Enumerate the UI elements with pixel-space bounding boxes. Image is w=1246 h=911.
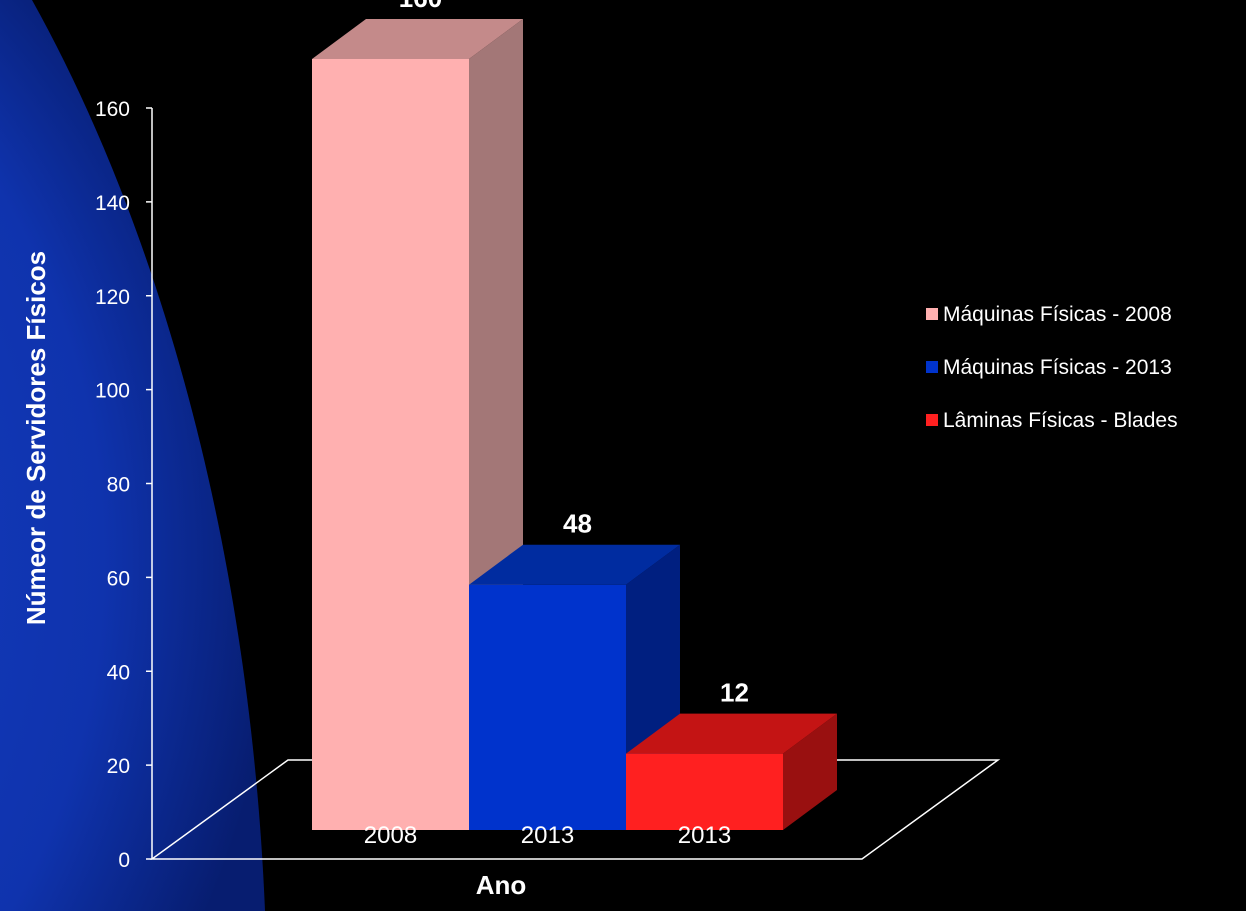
data-label: 12 <box>720 678 749 708</box>
legend-label: Máquinas Físicas - 2013 <box>943 356 1172 379</box>
y-tick-label: 100 <box>95 380 130 403</box>
x-axis-title: Ano <box>476 870 527 900</box>
data-label: 160 <box>399 0 442 13</box>
y-tick-label: 120 <box>95 286 130 309</box>
x-tick-label: 2013 <box>521 822 574 849</box>
legend-swatch <box>926 414 938 426</box>
y-axis: 0 20 40 60 80 100 120 140 160 <box>95 98 153 872</box>
background-arc <box>0 0 265 911</box>
legend-label: Máquinas Físicas - 2008 <box>943 303 1172 326</box>
bar-3 <box>626 713 837 830</box>
x-tick-label: 2013 <box>678 822 731 849</box>
y-tick-label: 80 <box>107 474 130 497</box>
bar-side <box>783 713 837 830</box>
y-tick-label: 140 <box>95 192 130 215</box>
y-tick-label: 20 <box>107 755 130 778</box>
y-axis-title: Númeor de Servidores Físicos <box>21 251 51 625</box>
bar-top <box>469 544 680 585</box>
legend-label: Lâminas Físicas - Blades <box>943 409 1178 432</box>
category-labels: 2008 2013 2013 <box>364 822 731 849</box>
data-labels: 160 48 12 <box>399 0 749 708</box>
y-tick-label: 60 <box>107 567 130 590</box>
legend-swatch <box>926 308 938 320</box>
y-tick-label: 0 <box>118 849 130 872</box>
x-tick-label: 2008 <box>364 822 417 849</box>
y-tick-label: 160 <box>95 98 130 121</box>
legend-item: Máquinas Físicas - 2013 <box>926 356 1172 379</box>
legend-item: Máquinas Físicas - 2008 <box>926 303 1172 326</box>
bar-front <box>469 584 626 830</box>
bar-front <box>312 59 469 830</box>
data-label: 48 <box>563 509 592 539</box>
floor-outline <box>149 759 1001 860</box>
bar-top <box>626 713 837 754</box>
legend: Máquinas Físicas - 2008 Máquinas Físicas … <box>926 303 1178 432</box>
bar-front <box>626 753 783 830</box>
legend-swatch <box>926 361 938 373</box>
y-tick-label: 40 <box>107 661 130 684</box>
bar-top <box>312 19 523 59</box>
bars <box>312 19 837 830</box>
legend-item: Lâminas Físicas - Blades <box>926 409 1178 432</box>
